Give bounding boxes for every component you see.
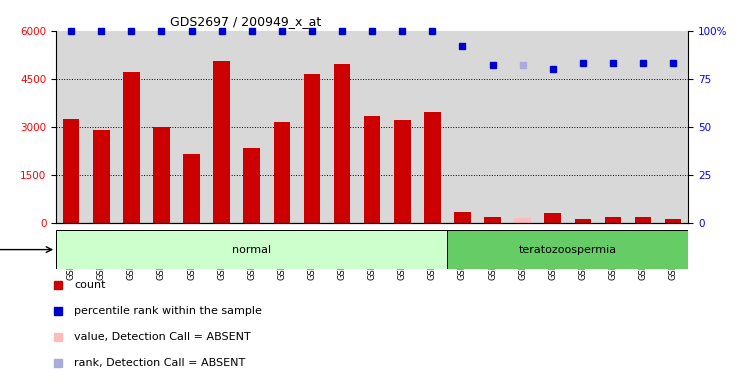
Bar: [267, 31, 297, 223]
Text: normal: normal: [232, 245, 272, 255]
Bar: [665, 218, 681, 223]
Bar: [604, 217, 621, 223]
Bar: [357, 31, 387, 223]
Bar: [447, 230, 688, 269]
Bar: [515, 218, 531, 223]
Bar: [628, 31, 658, 223]
Bar: [63, 119, 79, 223]
Text: rank, Detection Call = ABSENT: rank, Detection Call = ABSENT: [74, 358, 245, 367]
Bar: [364, 116, 381, 223]
Text: value, Detection Call = ABSENT: value, Detection Call = ABSENT: [74, 332, 251, 342]
Bar: [477, 31, 508, 223]
Bar: [387, 31, 417, 223]
Bar: [147, 31, 177, 223]
Bar: [177, 31, 206, 223]
Bar: [236, 31, 267, 223]
Bar: [538, 31, 568, 223]
Bar: [327, 31, 357, 223]
Bar: [424, 113, 441, 223]
Bar: [484, 217, 501, 223]
Bar: [297, 31, 327, 223]
Bar: [304, 74, 320, 223]
Bar: [508, 31, 538, 223]
Bar: [334, 65, 350, 223]
Bar: [568, 31, 598, 223]
Text: teratozoospermia: teratozoospermia: [518, 245, 617, 255]
Bar: [598, 31, 628, 223]
Bar: [123, 72, 140, 223]
Text: GDS2697 / 200949_x_at: GDS2697 / 200949_x_at: [170, 15, 321, 28]
Text: count: count: [74, 280, 105, 290]
Text: percentile rank within the sample: percentile rank within the sample: [74, 306, 262, 316]
Bar: [417, 31, 447, 223]
Bar: [394, 120, 411, 223]
Bar: [183, 154, 200, 223]
Bar: [274, 122, 290, 223]
Bar: [447, 31, 477, 223]
Bar: [86, 31, 116, 223]
Bar: [658, 31, 688, 223]
Bar: [56, 31, 86, 223]
Bar: [116, 31, 147, 223]
Bar: [213, 61, 230, 223]
Bar: [206, 31, 236, 223]
Bar: [574, 219, 591, 223]
Bar: [153, 127, 170, 223]
Bar: [545, 213, 561, 223]
Bar: [93, 130, 109, 223]
Bar: [243, 147, 260, 223]
Bar: [635, 217, 652, 223]
Bar: [454, 212, 470, 223]
Bar: [56, 230, 447, 269]
